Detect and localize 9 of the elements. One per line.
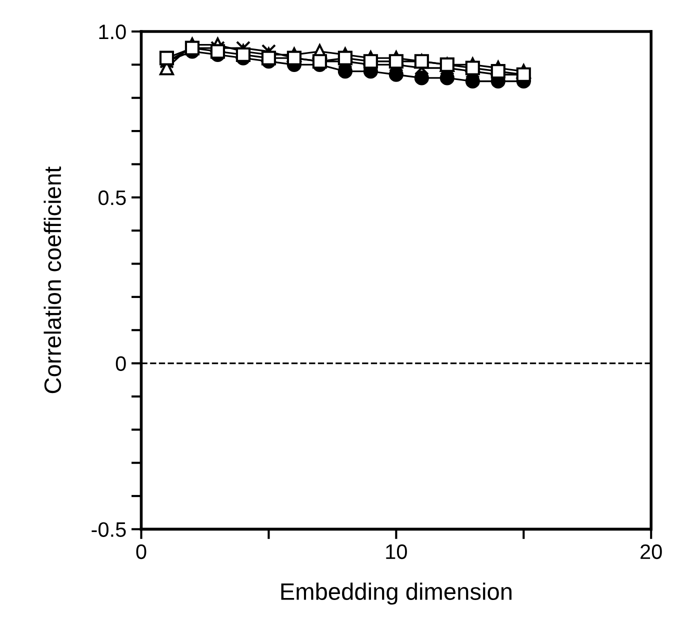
x-tick-label: 0: [136, 544, 146, 560]
y-tick-label: 1.0: [99, 24, 126, 40]
y-tick-label: 0: [116, 356, 126, 372]
x-tick-label: 20: [640, 544, 662, 560]
y-tick-label: -0.5: [92, 522, 126, 537]
x-axis-title: Embedding dimension: [281, 582, 512, 605]
y-tick-label: 0.5: [98, 190, 126, 206]
x-tick-label: 10: [386, 544, 407, 560]
y-axis-title: Correlation coefficient: [44, 166, 62, 394]
